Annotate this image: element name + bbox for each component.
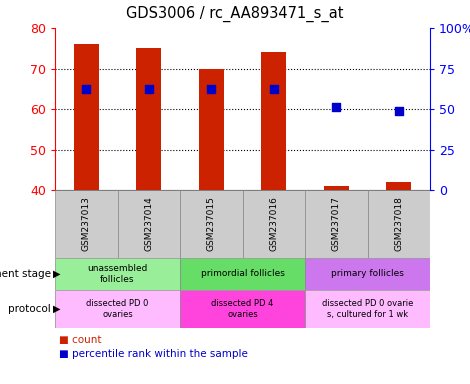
Text: dissected PD 4
ovaries: dissected PD 4 ovaries [212,299,274,319]
Text: GSM237015: GSM237015 [207,197,216,252]
Bar [118,190,180,258]
Bar [74,44,99,190]
Point [270,86,277,92]
Bar [180,290,305,328]
Point [83,86,90,92]
Bar [305,258,430,290]
Text: ▶: ▶ [53,269,61,279]
Text: dissected PD 0 ovarie
s, cultured for 1 wk: dissected PD 0 ovarie s, cultured for 1 … [322,299,413,319]
Text: ■ count: ■ count [59,335,102,345]
Text: unassembled
follicles: unassembled follicles [87,264,148,284]
Text: primordial follicles: primordial follicles [201,270,284,278]
Bar [136,48,161,190]
Text: primary follicles: primary follicles [331,270,404,278]
Text: GSM237017: GSM237017 [332,197,341,252]
Point [332,104,340,110]
Text: GSM237013: GSM237013 [82,197,91,252]
Text: GSM237018: GSM237018 [394,197,403,252]
Text: GSM237014: GSM237014 [144,197,153,252]
Bar [305,190,368,258]
Text: ▶: ▶ [53,304,61,314]
Bar [180,190,243,258]
Bar [55,290,180,328]
Text: protocol: protocol [8,304,51,314]
Point [145,86,152,92]
Point [207,86,215,92]
Bar [180,258,305,290]
Text: development stage: development stage [0,269,51,279]
Text: dissected PD 0
ovaries: dissected PD 0 ovaries [86,299,149,319]
Bar [261,52,286,190]
Bar [55,190,118,258]
Bar [243,190,305,258]
Point [395,108,402,114]
Bar [199,68,224,190]
Text: ■ percentile rank within the sample: ■ percentile rank within the sample [59,349,248,359]
Bar [305,290,430,328]
Text: GDS3006 / rc_AA893471_s_at: GDS3006 / rc_AA893471_s_at [126,6,344,22]
Bar [386,182,411,190]
Bar [324,186,349,190]
Bar [368,190,430,258]
Text: GSM237016: GSM237016 [269,197,278,252]
Bar [55,258,180,290]
